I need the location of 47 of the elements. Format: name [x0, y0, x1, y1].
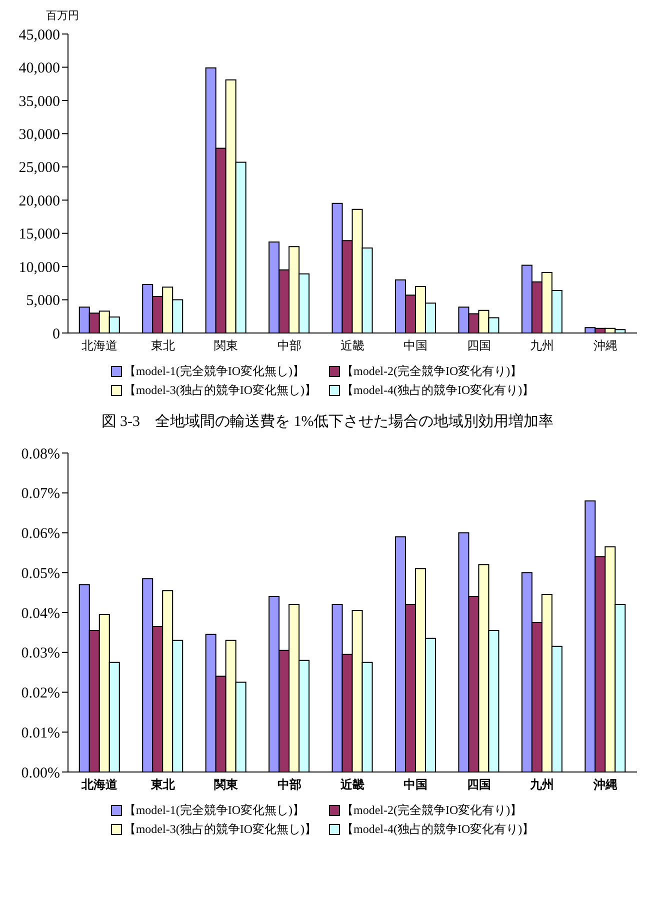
- x-tick-label: 関東: [214, 778, 240, 792]
- y-tick-label: 25,000: [18, 160, 60, 176]
- legend-label: 【model-2(完全競争IO変化有り)】: [342, 363, 522, 380]
- x-tick-label: 沖縄: [592, 778, 618, 792]
- legend-label: 【model-4(独占的競争IO変化有り)】: [342, 382, 534, 399]
- chart-title: 図 3-3 全地域間の輸送費を 1%低下させた場合の地域別効用増加率: [100, 412, 555, 431]
- y-tick-label: 0.01%: [21, 725, 60, 742]
- legend-label: 【model-1(完全競争IO変化無し)】: [124, 802, 304, 819]
- x-tick-label: 近畿: [340, 778, 364, 792]
- x-tick-label: 九州: [529, 778, 554, 792]
- x-tick-label: 北海道: [82, 338, 118, 353]
- x-tick-label: 四国: [466, 338, 491, 353]
- y-tick-label: 35,000: [18, 94, 60, 110]
- y-tick-label: 5,000: [26, 293, 60, 310]
- x-tick-label: 東北: [150, 338, 175, 353]
- legend-label: 【model-3(独占的競争IO変化無し)】: [124, 821, 316, 838]
- y-tick-label: 20,000: [18, 193, 60, 210]
- y-tick-label: 45,000: [18, 27, 60, 44]
- y-tick-label: 0.07%: [21, 486, 60, 502]
- x-tick-label: 中部: [277, 338, 302, 353]
- y-tick-label: 0.02%: [21, 686, 60, 702]
- y-tick-label: 0: [52, 326, 60, 342]
- y-tick-label: 0.08%: [21, 446, 60, 462]
- y-tick-label: 0.03%: [21, 646, 60, 662]
- legend-label: 【model-1(完全競争IO変化無し)】: [124, 363, 304, 380]
- y-tick-label: 40,000: [18, 60, 60, 77]
- y-tick-label: 0.06%: [21, 526, 60, 542]
- x-tick-label: 沖縄: [593, 338, 618, 353]
- x-tick-label: 関東: [214, 338, 238, 353]
- legend-label: 【model-4(独占的競争IO変化有り)】: [342, 821, 534, 838]
- x-tick-label: 東北: [150, 778, 176, 792]
- x-tick-label: 九州: [530, 338, 554, 353]
- x-tick-label: 中部: [277, 778, 302, 792]
- x-tick-label: 中国: [404, 338, 428, 353]
- y-tick-label: 0.04%: [21, 606, 60, 622]
- y-tick-label: 10,000: [18, 260, 60, 276]
- legend-label: 【model-3(独占的競争IO変化無し)】: [124, 382, 316, 399]
- x-tick-label: 四国: [466, 778, 491, 792]
- y-tick-label: 0.00%: [21, 765, 60, 782]
- y-tick-label: 0.05%: [21, 566, 60, 582]
- y-tick-label: 15,000: [18, 226, 60, 243]
- y-axis-title: 百万円: [46, 9, 80, 24]
- y-tick-label: 30,000: [18, 126, 60, 143]
- x-tick-label: 近畿: [340, 338, 364, 353]
- x-tick-label: 北海道: [80, 778, 119, 792]
- x-tick-label: 中国: [404, 778, 428, 792]
- legend-label: 【model-2(完全競争IO変化有り)】: [342, 802, 522, 819]
